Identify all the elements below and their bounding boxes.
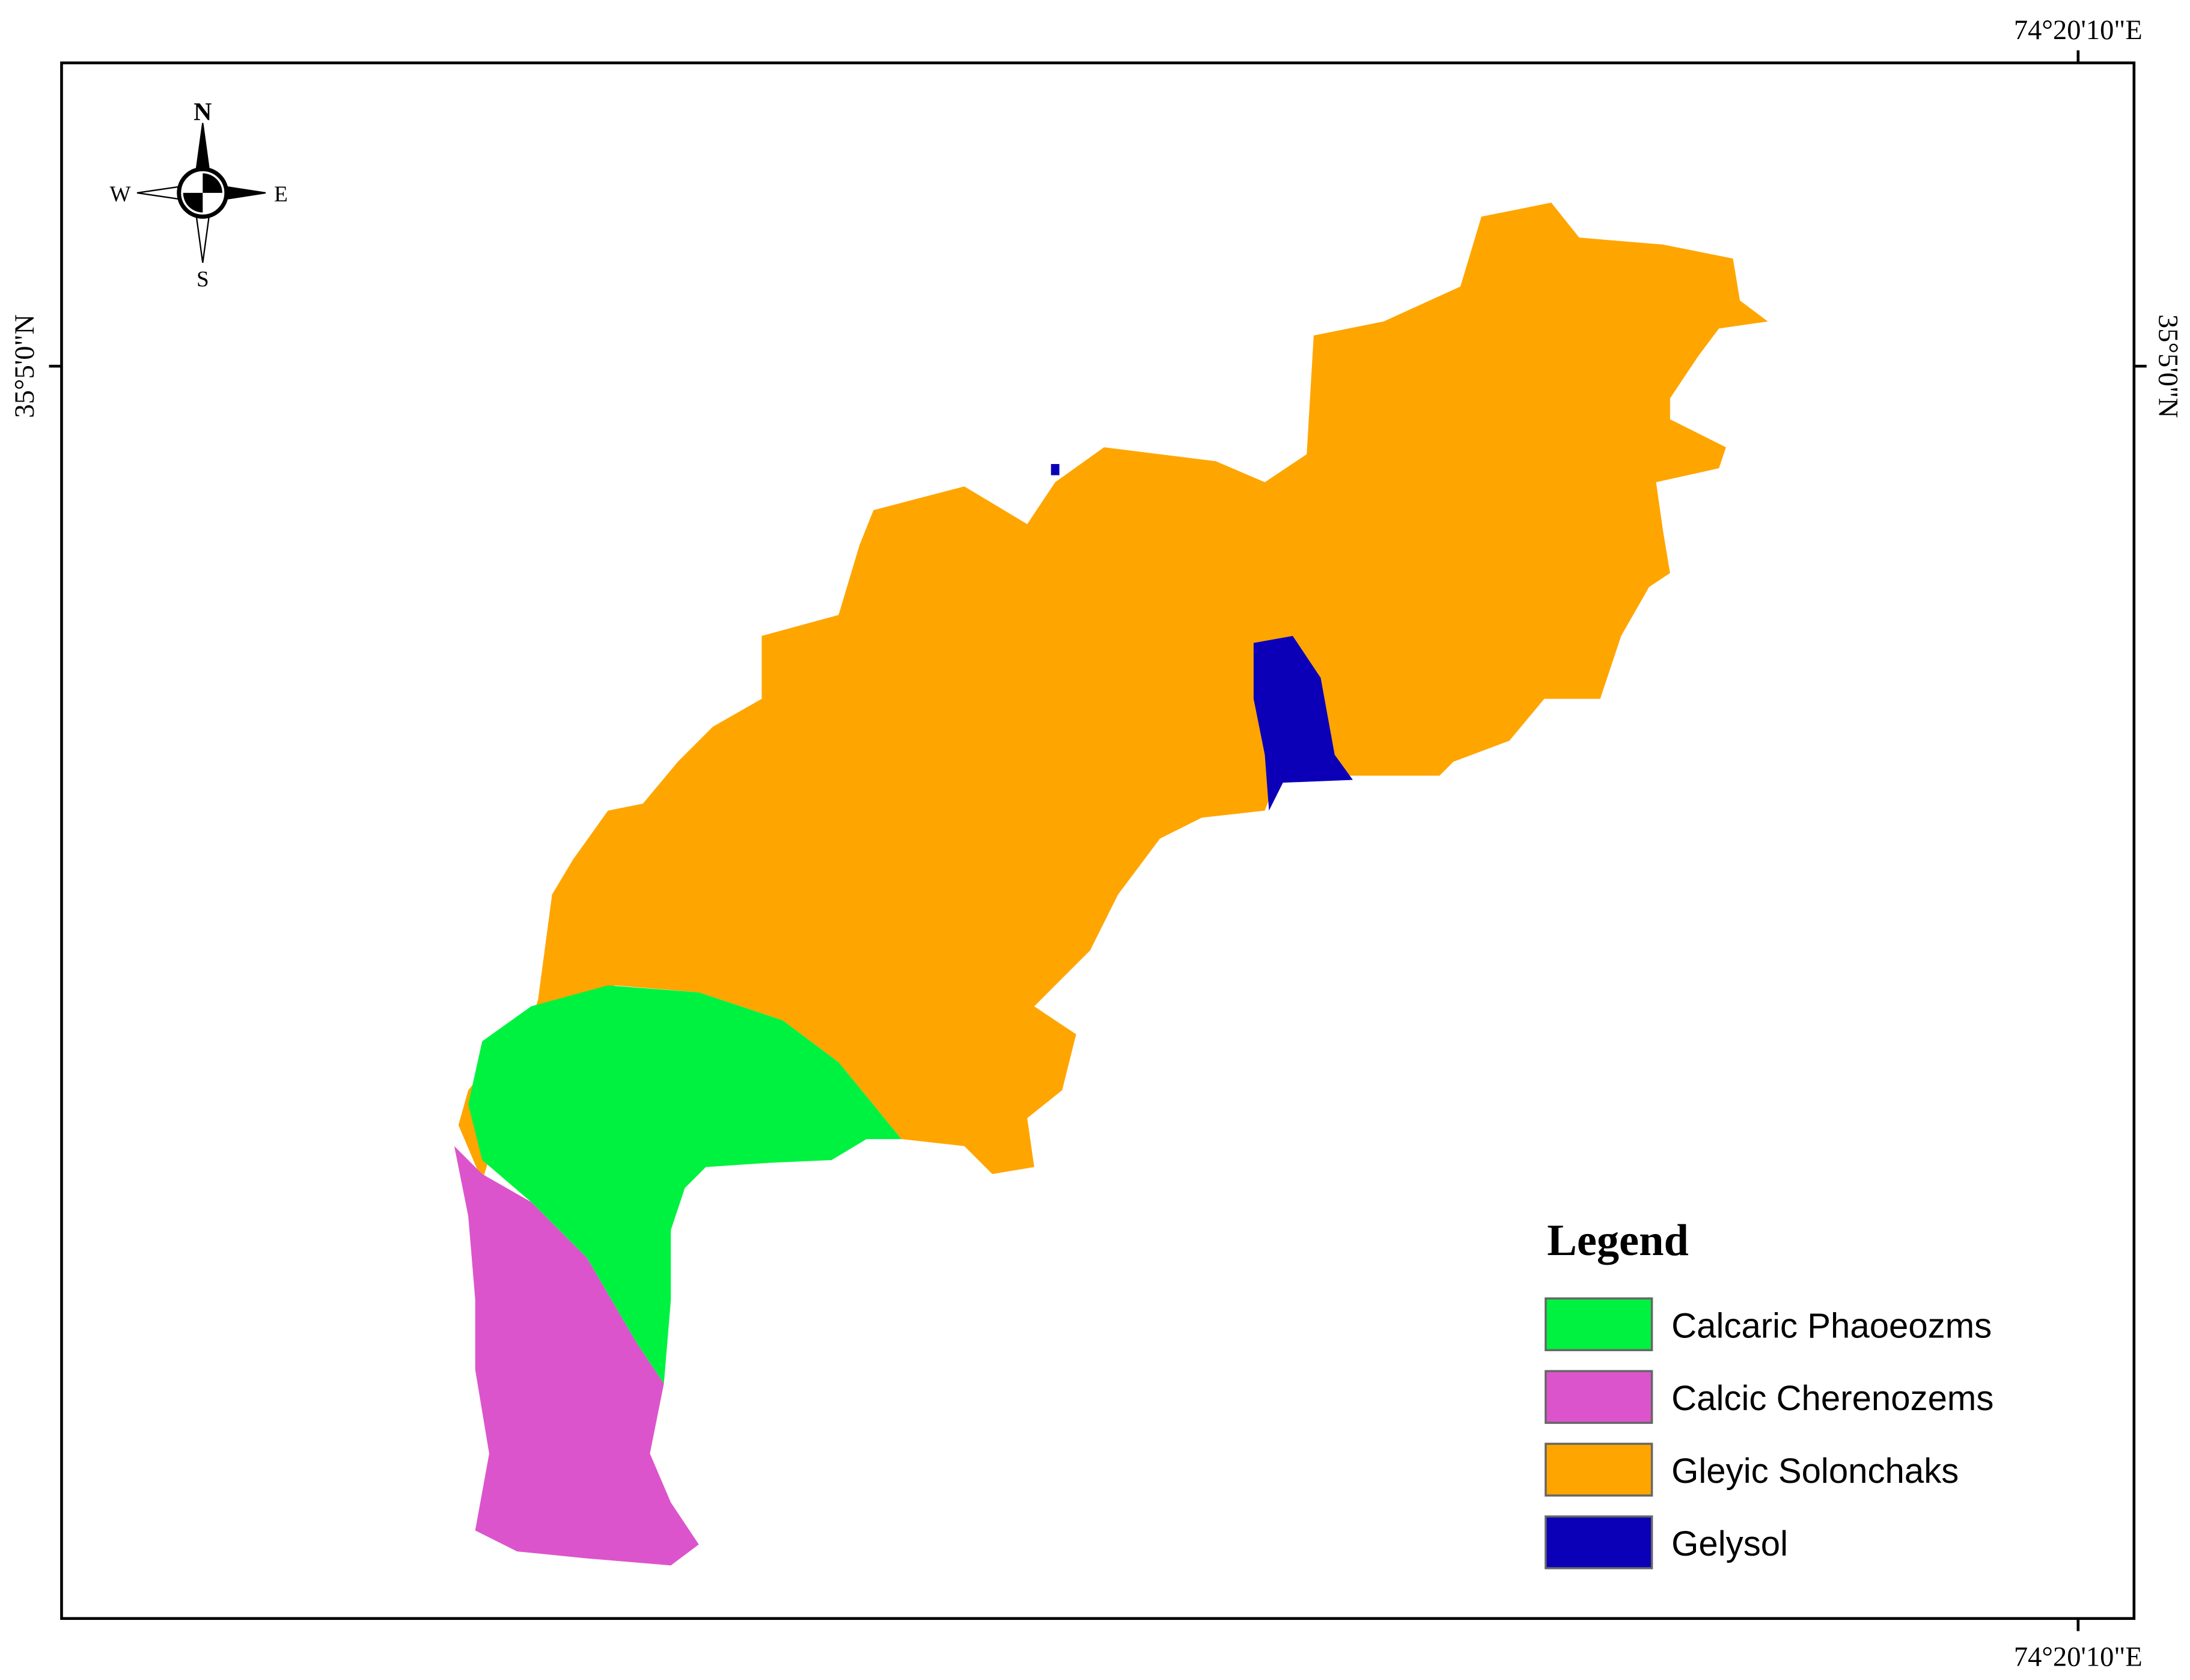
- legend-label: Gelysol: [1671, 1524, 1788, 1563]
- legend-label: Gleyic Solonchaks: [1671, 1452, 1959, 1491]
- legend: Legend Calcaric Phaoeozms Calcic Cherenoz…: [1545, 1216, 1993, 1569]
- coordinate-label: 35°5'0"N: [2153, 314, 2183, 418]
- coordinate-label: 35°5'0"N: [10, 314, 40, 418]
- compass-label: N: [194, 99, 212, 126]
- legend-label: Calcaric Phaoeozms: [1671, 1306, 1992, 1345]
- soil-region: [468, 985, 901, 1384]
- north-arrow: N S W E: [110, 99, 288, 292]
- legend-label: Calcic Cherenozems: [1671, 1379, 1993, 1418]
- soil-region: [458, 203, 1768, 1181]
- compass-label: S: [197, 267, 209, 292]
- coordinate-label: 74°20'10"E: [2014, 1642, 2143, 1673]
- soil-region: [1253, 636, 1353, 811]
- compass-quadrant: [183, 173, 222, 213]
- legend-swatch: [1545, 1515, 1653, 1569]
- legend-title: Legend: [1547, 1216, 1689, 1265]
- soil-region: [1051, 463, 1060, 475]
- legend-swatch: [1545, 1443, 1653, 1497]
- compass-label: W: [110, 182, 132, 207]
- compass-label: E: [274, 182, 288, 207]
- soil-region: [454, 1146, 699, 1566]
- legend-swatch: [1545, 1370, 1653, 1424]
- legend-swatch: [1545, 1297, 1653, 1351]
- map-frame: [60, 61, 2136, 1620]
- coordinate-label: 74°20'10"E: [2014, 15, 2143, 46]
